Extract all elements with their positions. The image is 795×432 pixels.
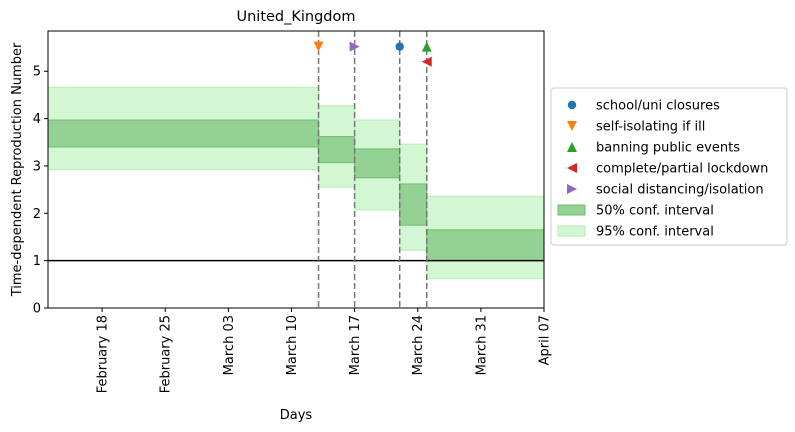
legend-marker-5 [567, 184, 577, 194]
y-tick-label: 5 [33, 65, 41, 80]
legend-box [550, 87, 788, 246]
plot-frame [47, 30, 545, 309]
intervention-markers [313, 41, 432, 67]
y-axis-ticks: 0 1 2 3 4 5 [33, 65, 48, 317]
legend-marker-1 [567, 100, 577, 110]
confidence-bands [48, 86, 544, 280]
legend-swatch-ci50 [557, 204, 586, 216]
x-tick-label: February 18 [96, 315, 111, 393]
legend: school/uni closures self-isolating if ill… [550, 87, 788, 246]
x-tick-label: March 24 [411, 315, 426, 375]
intervention-marker-2 [313, 41, 324, 52]
y-tick-label: 2 [33, 207, 41, 222]
x-axis-label: Days [280, 408, 313, 423]
legend-label-ci95: 95% conf. interval [596, 225, 714, 240]
legend-label-1: school/uni closures [596, 99, 720, 114]
legend-marker-4 [567, 163, 577, 173]
legend-marker-3 [567, 142, 577, 152]
y-tick-label: 3 [33, 159, 41, 174]
intervention-marker-3 [421, 41, 432, 52]
x-tick-label: March 31 [474, 315, 489, 375]
ci50-band-segment-1 [48, 119, 320, 148]
ci50-band-segment-4 [399, 183, 428, 226]
legend-label-5: social distancing/isolation [596, 183, 764, 198]
y-tick-label: 0 [33, 302, 41, 317]
y-axis-label: Time-dependent Reproduction Number [10, 42, 25, 297]
intervention-marker-4 [421, 56, 432, 67]
x-tick-label: April 07 [538, 315, 553, 365]
x-axis-ticks: February 18 February 25 March 03 March 10 Ma… [96, 308, 553, 393]
x-tick-label: February 25 [159, 315, 174, 393]
y-tick-label: 4 [33, 112, 41, 127]
legend-marker-2 [567, 121, 577, 131]
legend-label-2: self-isolating if ill [596, 120, 705, 135]
intervention-marker-5 [349, 41, 360, 52]
legend-label-ci50: 50% conf. interval [596, 204, 714, 219]
ci50-band-segment-5 [426, 229, 544, 262]
intervention-lines [317, 31, 428, 308]
x-tick-label: March 10 [285, 315, 300, 375]
legend-swatch-ci95 [557, 225, 586, 237]
x-tick-label: March 03 [222, 315, 237, 375]
ci50-band-segment-3 [354, 148, 401, 179]
x-tick-label: March 17 [348, 315, 363, 375]
legend-label-3: banning public events [596, 141, 740, 156]
chart-title: United_Kingdom [236, 9, 355, 25]
intervention-marker-1 [395, 42, 404, 51]
ci50-band-segment-2 [318, 136, 356, 164]
y-tick-label: 1 [33, 254, 41, 269]
legend-label-4: complete/partial lockdown [596, 162, 768, 177]
